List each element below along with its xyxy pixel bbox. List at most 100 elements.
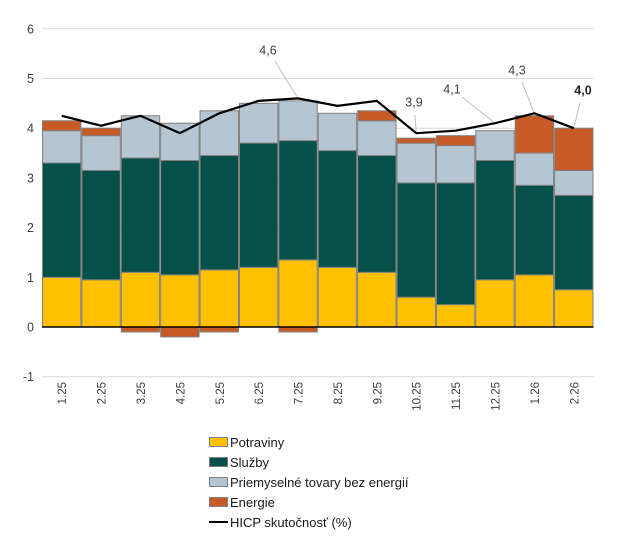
legend-item-sluzby: Služby xyxy=(209,452,408,472)
bar-segment-potraviny xyxy=(357,271,397,328)
legend-item-hicp-skutocnost: HICP skutočnosť (%) xyxy=(209,512,408,532)
bar-segment-potraviny xyxy=(475,279,515,328)
bar-segment-energie xyxy=(435,135,476,147)
legend-color-swatch xyxy=(209,477,228,487)
y-axis-tick-label: 6 xyxy=(27,22,34,36)
bar-segment-priemyselne-tovary-bez-energii xyxy=(396,142,436,184)
bar-segment-energie xyxy=(396,137,436,144)
annotation-leader-line xyxy=(461,96,494,123)
bar-segment-priemyselne-tovary-bez-energii xyxy=(278,100,318,142)
bar-segment-sluzby xyxy=(238,142,279,268)
bar-segment-potraviny xyxy=(81,279,121,328)
bar-segment-potraviny xyxy=(435,304,476,328)
legend-item-priemyselne-tovary-bez-energii: Priemyselné tovary bez energií xyxy=(209,472,408,492)
bar-segment-sluzby xyxy=(357,155,397,273)
legend-color-swatch xyxy=(209,437,228,447)
bar-segment-priemyselne-tovary-bez-energii xyxy=(42,130,82,164)
bar-segment-potraviny xyxy=(160,274,200,328)
x-axis-tick-label: 7.25 xyxy=(294,382,306,404)
data-label: 4,1 xyxy=(443,83,460,97)
bar-segment-priemyselne-tovary-bez-energii xyxy=(435,145,476,184)
data-label: 4,6 xyxy=(259,44,276,58)
annotation-leader-line xyxy=(521,81,535,112)
legend-line-swatch xyxy=(209,520,228,524)
bar-segment-sluzby xyxy=(317,150,358,268)
bar-segment-priemyselne-tovary-bez-energii xyxy=(554,169,594,196)
data-label: 4,0 xyxy=(574,84,591,98)
bar-segment-sluzby xyxy=(120,157,161,273)
y-axis-tick-label: 2 xyxy=(27,221,34,235)
x-axis-tick-label: 4.25 xyxy=(175,382,187,404)
bar-segment-sluzby xyxy=(160,160,200,276)
y-axis-tick-label: 3 xyxy=(27,171,34,185)
bar-segment-priemyselne-tovary-bez-energii xyxy=(81,135,121,171)
y-axis-tick-label: -1 xyxy=(23,370,34,384)
bar-segment-priemyselne-tovary-bez-energii xyxy=(475,130,515,162)
bar-segment-potraviny xyxy=(554,289,594,328)
annotation-leader-line xyxy=(414,114,417,132)
y-axis-tick-label: 4 xyxy=(27,122,34,136)
bar-segment-sluzby xyxy=(396,182,436,298)
x-axis-tick-label: 6.25 xyxy=(254,382,266,404)
bar-segment-sluzby xyxy=(278,140,318,261)
bar-segment-energie xyxy=(81,127,121,137)
legend-item-energie: Energie xyxy=(209,492,408,512)
bar-segment-sluzby xyxy=(554,194,594,291)
bar-segment-potraviny xyxy=(238,266,279,328)
y-axis-tick-label: 5 xyxy=(27,72,34,86)
bar-segment-potraviny xyxy=(42,276,82,328)
bar-segment-potraviny xyxy=(317,266,358,328)
bar-segment-priemyselne-tovary-bez-energii xyxy=(160,122,200,162)
bar-segment-potraviny xyxy=(278,259,318,328)
bar-segment-sluzby xyxy=(514,184,555,276)
bar-segment-energie xyxy=(554,127,594,171)
bar-segment-priemyselne-tovary-bez-energii xyxy=(357,120,397,157)
legend-color-swatch xyxy=(209,457,228,467)
x-axis-tick-label: 12.25 xyxy=(491,382,503,411)
bar-segment-potraviny xyxy=(199,269,239,328)
data-label: 4,3 xyxy=(508,64,525,78)
x-axis-tick-label: 8.25 xyxy=(333,382,345,404)
bar-segment-sluzby xyxy=(435,182,476,306)
x-axis-tick-label: 10.25 xyxy=(412,382,424,411)
x-axis-tick-label: 9.25 xyxy=(372,382,384,404)
annotation-leader-line xyxy=(274,60,298,97)
data-label: 3,9 xyxy=(405,96,422,110)
legend-label: Priemyselné tovary bez energií xyxy=(230,474,409,490)
bar-segment-sluzby xyxy=(199,155,239,271)
legend-label: Služby xyxy=(230,454,270,470)
x-axis-tick-label: 1.25 xyxy=(57,382,69,404)
y-axis-tick-label: 1 xyxy=(27,271,34,285)
bar-segment-sluzby xyxy=(42,162,82,278)
bar-segment-priemyselne-tovary-bez-energii xyxy=(317,112,358,152)
x-axis-tick-label: 5.25 xyxy=(215,382,227,404)
x-axis-tick-label: 3.25 xyxy=(136,382,148,404)
x-axis-tick-label: 2.26 xyxy=(569,382,581,404)
x-axis-tick-label: 2.25 xyxy=(97,382,109,404)
legend-label: Potraviny xyxy=(230,434,285,450)
bar-segment-potraviny xyxy=(120,271,161,328)
bar-segment-potraviny xyxy=(396,296,436,328)
bar-segment-energie xyxy=(42,120,82,132)
hicp-line xyxy=(61,97,575,135)
legend-label: HICP skutočnosť (%) xyxy=(230,514,352,530)
bar-segment-energie xyxy=(514,115,555,154)
bar-segment-energie xyxy=(160,326,200,338)
chart-legend: Potraviny Služby Priemyselné tovary bez en… xyxy=(209,432,408,532)
bar-segment-priemyselne-tovary-bez-energii xyxy=(514,152,555,186)
y-axis-tick-label: 0 xyxy=(27,321,34,335)
bar-segment-priemyselne-tovary-bez-energii xyxy=(199,110,239,157)
bar-segment-potraviny xyxy=(514,274,555,328)
legend-item-potraviny: Potraviny xyxy=(209,432,408,452)
legend-label: Energie xyxy=(230,494,275,510)
annotation-leader-line xyxy=(573,102,581,127)
bar-segment-priemyselne-tovary-bez-energii xyxy=(120,115,161,159)
bar-segment-sluzby xyxy=(475,160,515,281)
bar-segment-sluzby xyxy=(81,169,121,281)
x-axis-tick-label: 1.26 xyxy=(530,382,542,404)
legend-color-swatch xyxy=(209,497,228,507)
bar-segment-priemyselne-tovary-bez-energii xyxy=(238,102,279,144)
x-axis-tick-label: 11.25 xyxy=(451,382,463,410)
